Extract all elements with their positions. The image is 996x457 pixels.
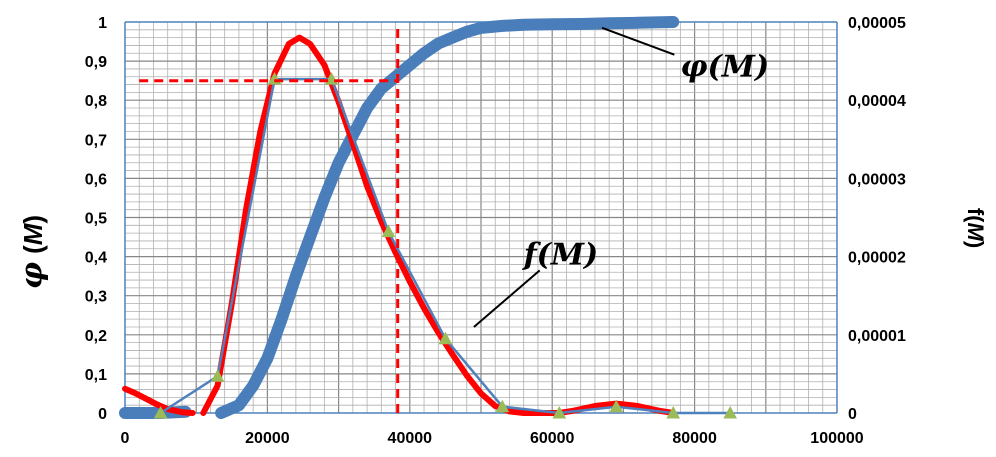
left-axis-title-arg: M <box>18 222 48 245</box>
left-y-tick-label: 0 <box>98 406 107 423</box>
series-4-point-0 <box>153 405 168 419</box>
right-y-tick-label: 0,00005 <box>848 15 906 32</box>
series-4-point-9 <box>666 405 681 419</box>
series-4-line <box>159 77 732 415</box>
left-y-tick-label: 0,2 <box>85 328 107 345</box>
right-axis-title-close: ) <box>963 241 988 248</box>
x-tick-label: 100000 <box>810 430 863 447</box>
series-4-point-5 <box>438 331 453 345</box>
right-y-tick-labels: 0 0,00001 0,00002 0,00003 0,00004 0,00005 <box>848 15 906 423</box>
series-4-point-10 <box>723 405 738 419</box>
series-1-line <box>215 16 680 419</box>
left-axis-title-close: ) <box>18 215 48 224</box>
right-axis-title: f(M) <box>963 208 988 248</box>
left-y-tick-label: 1 <box>98 15 107 32</box>
series-4-point-4 <box>381 224 396 238</box>
f-annotation: f(M) <box>522 237 599 272</box>
series-4-point-8 <box>609 399 624 413</box>
left-y-tick-label: 0,5 <box>85 211 107 228</box>
series-2-line <box>122 385 196 416</box>
left-y-tick-label: 0,3 <box>85 289 107 306</box>
series-4-point-6 <box>495 399 510 413</box>
x-tick-label: 60000 <box>530 430 575 447</box>
left-axis-title-open: ( <box>18 245 48 254</box>
left-y-tick-label: 0,8 <box>85 93 107 110</box>
series-4-point-1 <box>210 369 225 382</box>
right-y-tick-label: 0,00004 <box>848 93 906 110</box>
left-axis-title-symbol: φ <box>15 262 50 289</box>
series-layer <box>119 16 738 419</box>
x-tick-label: 0 <box>121 430 130 447</box>
left-y-tick-label: 0,1 <box>85 367 107 384</box>
x-tick-labels: 0 20000 40000 60000 80000 100000 <box>121 430 864 447</box>
left-y-tick-label: 0,4 <box>85 250 107 267</box>
right-y-tick-label: 0,00003 <box>848 171 906 188</box>
phi-annotation-leader <box>601 26 675 56</box>
phi-annotation: φ(M) <box>680 50 769 85</box>
left-axis-title: φ (M) <box>15 215 50 289</box>
left-y-tick-label: 0,9 <box>85 54 107 71</box>
annotations: φ(M) f(M) <box>473 26 769 328</box>
right-axis-title-arg: M <box>963 223 988 242</box>
x-tick-label: 80000 <box>672 430 717 447</box>
x-tick-label: 20000 <box>245 430 290 447</box>
f-annotation-leader <box>473 269 541 328</box>
x-tick-label: 40000 <box>388 430 433 447</box>
right-y-tick-label: 0 <box>848 406 857 423</box>
right-y-tick-label: 0,00001 <box>848 328 906 345</box>
left-y-tick-label: 0,6 <box>85 171 107 188</box>
right-y-tick-label: 0,00002 <box>848 250 906 267</box>
left-y-tick-label: 0,7 <box>85 132 107 149</box>
left-y-tick-labels: 0 0,1 0,2 0,3 0,4 0,5 0,6 0,7 0,8 0,9 1 <box>85 15 107 423</box>
right-axis-title-prefix: f( <box>963 208 988 223</box>
series-4-point-7 <box>552 405 567 419</box>
